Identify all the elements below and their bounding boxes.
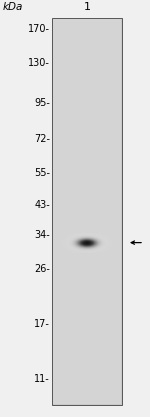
Text: 72-: 72- [34,134,50,144]
Text: 1: 1 [84,2,90,12]
Text: 170-: 170- [28,24,50,34]
Text: 95-: 95- [34,98,50,108]
Text: 17-: 17- [34,319,50,329]
Bar [53,19,121,404]
Text: 130-: 130- [28,58,50,68]
Text: 26-: 26- [34,264,50,274]
Text: kDa: kDa [3,2,23,12]
Text: 34-: 34- [34,230,50,240]
Bar [52,18,122,405]
Text: 11-: 11- [34,374,50,384]
Text: 43-: 43- [34,200,50,210]
Text: 55-: 55- [34,168,50,178]
